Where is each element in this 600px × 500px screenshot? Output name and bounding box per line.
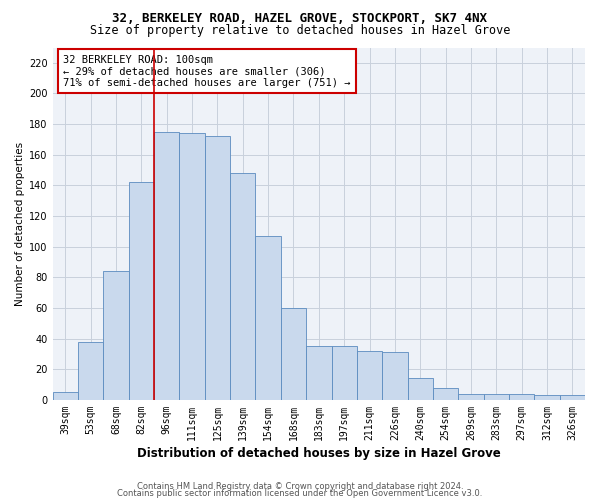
Bar	[179, 134, 205, 400]
Bar	[509, 394, 535, 400]
Text: 32, BERKELEY ROAD, HAZEL GROVE, STOCKPORT, SK7 4NX: 32, BERKELEY ROAD, HAZEL GROVE, STOCKPOR…	[113, 12, 487, 26]
Bar	[129, 182, 154, 400]
Bar	[306, 346, 332, 400]
Bar	[103, 271, 129, 400]
Text: 32 BERKELEY ROAD: 100sqm
← 29% of detached houses are smaller (306)
71% of semi-: 32 BERKELEY ROAD: 100sqm ← 29% of detach…	[63, 54, 351, 88]
Bar	[382, 352, 407, 400]
Bar	[230, 173, 256, 400]
Bar	[53, 392, 78, 400]
X-axis label: Distribution of detached houses by size in Hazel Grove: Distribution of detached houses by size …	[137, 447, 501, 460]
Bar	[535, 396, 560, 400]
Text: Size of property relative to detached houses in Hazel Grove: Size of property relative to detached ho…	[90, 24, 510, 37]
Bar	[407, 378, 433, 400]
Bar	[332, 346, 357, 400]
Text: Contains HM Land Registry data © Crown copyright and database right 2024.: Contains HM Land Registry data © Crown c…	[137, 482, 463, 491]
Bar	[256, 236, 281, 400]
Bar	[357, 351, 382, 400]
Bar	[78, 342, 103, 400]
Text: Contains public sector information licensed under the Open Government Licence v3: Contains public sector information licen…	[118, 490, 482, 498]
Bar	[154, 132, 179, 400]
Bar	[433, 388, 458, 400]
Y-axis label: Number of detached properties: Number of detached properties	[15, 142, 25, 306]
Bar	[458, 394, 484, 400]
Bar	[560, 396, 585, 400]
Bar	[484, 394, 509, 400]
Bar	[281, 308, 306, 400]
Bar	[205, 136, 230, 400]
